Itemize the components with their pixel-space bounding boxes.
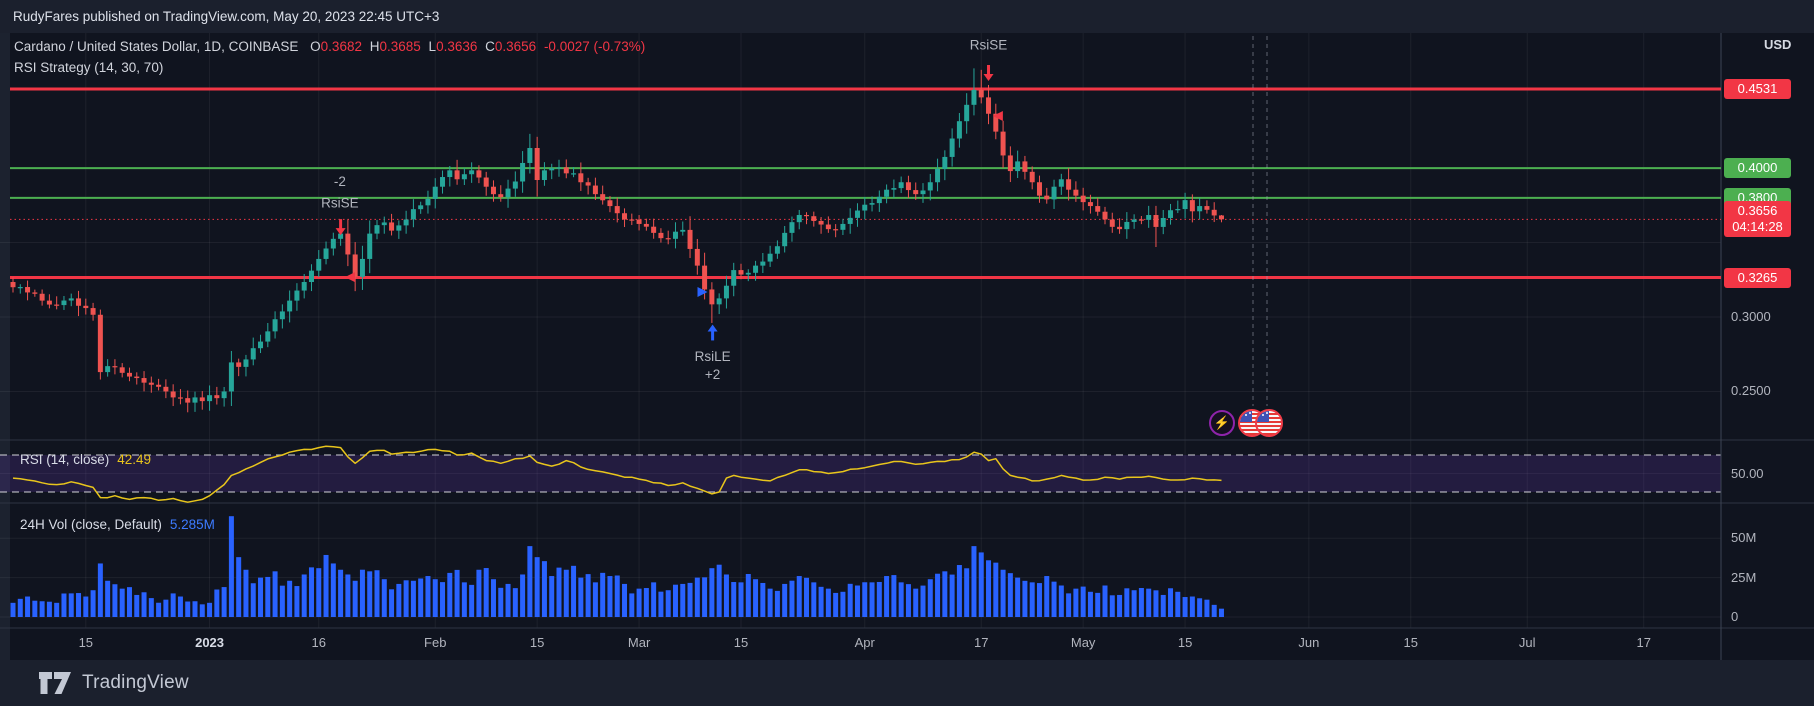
rsi-label[interactable]: RSI (14, close) — [20, 452, 110, 467]
axis-scale-label: 50M — [1731, 530, 1757, 545]
volume-value: 5.285M — [169, 517, 215, 532]
strategy-marker-label: RsiSE — [970, 37, 1008, 52]
time-tick-label: 15 — [1403, 635, 1418, 650]
tradingview-logo[interactable]: TradingView — [38, 669, 189, 697]
strategy-title[interactable]: RSI Strategy (14, 30, 70) — [14, 60, 164, 75]
tradingview-logo-icon — [39, 672, 71, 694]
time-tick-label: Apr — [854, 635, 875, 650]
strategy-row[interactable]: RSI Strategy (14, 30, 70) — [14, 57, 645, 78]
axis-scale-label: 25M — [1731, 570, 1757, 585]
us-economic-event-icon[interactable] — [1255, 409, 1283, 437]
symbol-title[interactable]: Cardano / United States Dollar, 1D, COIN… — [14, 39, 299, 54]
left-margin — [0, 33, 10, 660]
time-tick-label: 17 — [974, 635, 989, 650]
time-tick-label: Mar — [627, 635, 651, 650]
ohlc-open-label: O — [310, 39, 321, 54]
us-flag-icon — [1257, 411, 1269, 422]
time-tick-label: 16 — [311, 635, 326, 650]
ohlc-high-value: 0.3685 — [379, 39, 421, 54]
time-tick-label: 17 — [1636, 635, 1651, 650]
time-tick-label: May — [1070, 635, 1096, 650]
ohlc-low-value: 0.3636 — [436, 39, 478, 54]
us-flag-icon — [1240, 411, 1252, 422]
footer-bar: TradingView — [0, 660, 1814, 706]
axis-scale-label: 0.2500 — [1731, 383, 1771, 398]
time-axis[interactable]: 15 2023 16 Feb 15 Mar 15 Apr 17 May 15 Jun 15 Jul 17 — [0, 628, 1814, 660]
publish-text: RudyFares published on TradingView.com, … — [13, 9, 440, 24]
axis-scale-label: 0 — [1731, 609, 1739, 624]
strategy-marker-label: -2 — [334, 174, 346, 189]
volume-label[interactable]: 24H Vol (close, Default) — [20, 517, 162, 532]
price-axis[interactable]: USD 0.4531 0.4000 0.3800 0.3656 04:14:28 0.326… — [0, 33, 1814, 660]
lightning-icon: ⚡ — [1213, 415, 1231, 430]
symbol-row[interactable]: Cardano / United States Dollar, 1D, COIN… — [14, 36, 645, 57]
time-tick-label: Jul — [1518, 635, 1536, 650]
axis-currency-label: USD — [1764, 37, 1792, 52]
ohlc-open-value: 0.3682 — [320, 39, 362, 54]
strategy-event-icon[interactable]: ⚡ — [1209, 410, 1235, 436]
chart-legend[interactable]: Cardano / United States Dollar, 1D, COIN… — [14, 36, 645, 78]
bar-countdown: 04:14:28 — [1732, 219, 1783, 234]
price-level-badge: 0.4531 — [1724, 79, 1791, 99]
rsi-value: 42.49 — [117, 452, 152, 467]
axis-scale-label: 0.3000 — [1731, 309, 1771, 324]
price-level-badge: 0.3656 04:14:28 — [1724, 201, 1791, 237]
publish-bar: RudyFares published on TradingView.com, … — [0, 0, 1814, 33]
time-tick-label: 15 — [733, 635, 749, 650]
strategy-marker-label: +2 — [705, 367, 720, 382]
time-tick-label: 15 — [78, 635, 94, 650]
strategy-marker-label: RsiSE — [321, 196, 359, 211]
ohlc-high-label: H — [369, 39, 380, 54]
axis-scale-label: 50.00 — [1731, 466, 1764, 481]
time-tick-label: 2023 — [195, 635, 225, 650]
ohlc-close-value: 0.3656 — [494, 39, 537, 54]
strategy-marker-label: RsiLE — [695, 349, 731, 364]
chart-canvas[interactable]: -2 RsiSE RsiSE RsiLE +2 — [0, 33, 1814, 660]
change-value: -0.0027 (-0.73%) — [543, 39, 646, 54]
time-tick-label: 15 — [529, 635, 545, 650]
time-tick-label: Jun — [1298, 635, 1320, 650]
chart-root[interactable]: -2 RsiSE RsiSE RsiLE +2 Cardano / United Sta… — [0, 33, 1814, 660]
price-level-badge: 0.4000 — [1724, 158, 1791, 178]
tradingview-logo-text: TradingView — [82, 672, 189, 693]
ohlc-close-label: C — [485, 39, 495, 54]
ohlc-low-label: L — [428, 39, 437, 54]
time-tick-label: Feb — [424, 635, 447, 650]
time-tick-label: 15 — [1177, 635, 1193, 650]
volume-legend[interactable]: 24H Vol (close, Default) 5.285M — [20, 517, 215, 532]
price-level-badge: 0.3265 — [1724, 268, 1791, 288]
rsi-legend[interactable]: RSI (14, close) 42.49 — [20, 452, 151, 467]
